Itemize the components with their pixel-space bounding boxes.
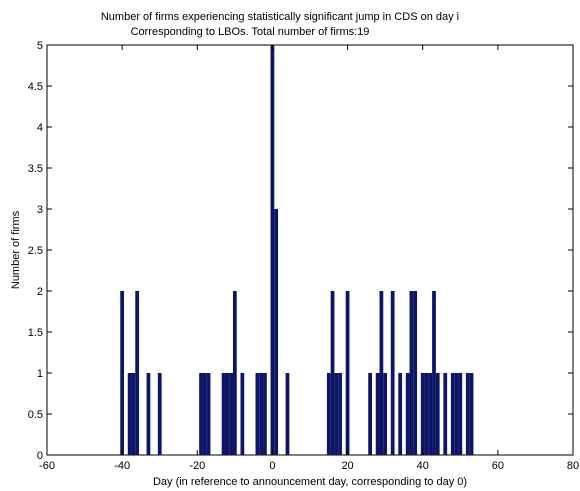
bar: [135, 291, 140, 455]
bar: [428, 373, 433, 455]
bars-group: [120, 45, 474, 455]
y-tick-label: 5: [37, 40, 43, 52]
bar: [424, 373, 429, 455]
bar: [338, 373, 342, 455]
bar: [225, 373, 230, 455]
x-tick-label: 60: [492, 460, 504, 472]
bar: [270, 45, 275, 455]
y-tick-label: 1: [37, 368, 43, 380]
bar: [383, 373, 388, 455]
y-tick-label: 3.5: [28, 163, 43, 175]
x-tick-label: -60: [39, 460, 55, 472]
y-tick-label: 0: [37, 450, 43, 462]
bar: [120, 291, 125, 455]
bar: [202, 373, 207, 455]
bar: [285, 373, 290, 455]
bar: [405, 373, 410, 455]
chart-subtitle: Corresponding to LBOs. Total number of f…: [131, 26, 370, 38]
bar: [450, 373, 455, 455]
bar: [375, 373, 380, 455]
bar: [221, 373, 226, 455]
bar: [413, 291, 418, 455]
bar: [469, 373, 474, 455]
x-tick-label: 20: [341, 460, 353, 472]
y-tick-label: 0.5: [28, 409, 43, 421]
bar: [259, 373, 264, 455]
x-tick-label: 0: [269, 460, 275, 472]
y-axis-ticks: 0 0.5 1 1.5 2 2.5 3 3.5 4 4.5 5: [28, 40, 573, 462]
bar: [443, 373, 448, 455]
x-tick-label: -40: [114, 460, 130, 472]
bar: [435, 373, 440, 455]
bar: [263, 373, 267, 455]
y-tick-label: 4: [37, 122, 43, 134]
bar: [432, 291, 436, 455]
y-tick-label: 2.5: [28, 245, 43, 257]
x-axis-ticks: -60 -40 -20 0 20 40 60 80: [39, 45, 579, 472]
bar: [458, 373, 463, 455]
bar: [420, 373, 425, 455]
bar: [274, 209, 279, 455]
bar: [240, 373, 245, 455]
y-tick-label: 2: [37, 286, 43, 298]
x-tick-label: 40: [417, 460, 429, 472]
bar: [330, 291, 335, 455]
bar: [229, 373, 233, 455]
plot-area: [46, 44, 574, 456]
bar: [334, 373, 339, 455]
bar: [345, 291, 350, 455]
bar: [454, 373, 459, 455]
bar: [398, 373, 403, 455]
x-tick-label: -20: [189, 460, 205, 472]
bar: [379, 291, 384, 455]
y-axis-label: Number of firms: [10, 210, 22, 289]
chart-title: Number of firms experiencing statistical…: [101, 11, 459, 23]
bar: [131, 373, 136, 455]
x-axis-label: Day (in reference to announcement day, c…: [153, 476, 467, 488]
bar: [390, 291, 395, 455]
bar: [157, 373, 162, 455]
y-tick-label: 3: [37, 204, 43, 216]
y-tick-label: 1.5: [28, 327, 43, 339]
bar: [127, 373, 132, 455]
bar: [255, 373, 260, 455]
bar: [199, 373, 203, 455]
bar: [206, 373, 211, 455]
bar: [368, 373, 372, 455]
y-tick-label: 4.5: [28, 81, 43, 93]
bar: [409, 291, 414, 455]
bar: [465, 373, 470, 455]
x-tick-label: 80: [567, 460, 579, 472]
bar: [232, 291, 237, 455]
bar: [326, 373, 331, 455]
bar: [146, 373, 151, 455]
